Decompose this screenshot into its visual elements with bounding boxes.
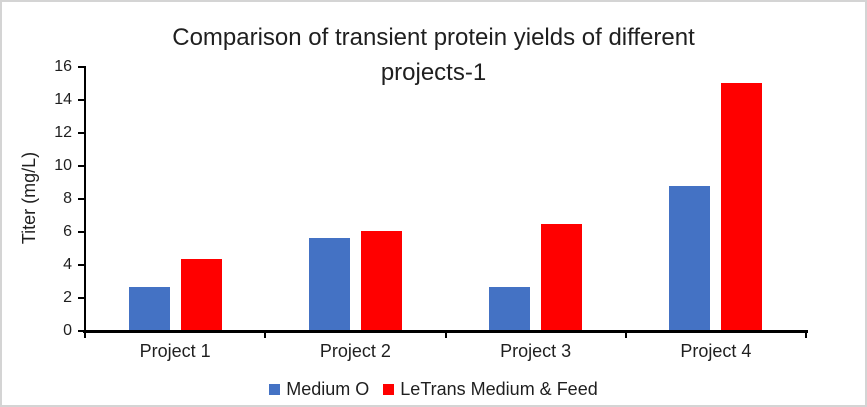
legend-item-medium-o: Medium O bbox=[269, 378, 369, 400]
y-tick-label: 2 bbox=[63, 289, 72, 306]
x-tick-mark bbox=[84, 333, 86, 338]
y-tick-label: 0 bbox=[63, 322, 72, 339]
y-tick-mark bbox=[78, 330, 85, 332]
x-tick-mark bbox=[264, 333, 267, 338]
y-tick-mark bbox=[78, 165, 85, 167]
y-tick-label: 14 bbox=[54, 91, 72, 108]
y-tick-label: 12 bbox=[54, 124, 72, 141]
medium-o-bar-project-4 bbox=[669, 186, 711, 330]
legend: Medium O LeTrans Medium & Feed bbox=[2, 376, 865, 402]
y-tick-mark bbox=[78, 66, 85, 68]
legend-item-letrans-medium-feed: LeTrans Medium & Feed bbox=[383, 378, 598, 400]
medium-o-bar-project-2 bbox=[308, 237, 350, 330]
legend-swatch-letrans-medium-feed bbox=[383, 383, 395, 395]
y-tick-mark bbox=[78, 297, 85, 299]
y-tick-mark bbox=[78, 198, 85, 200]
y-tick-mark bbox=[78, 99, 85, 101]
y-tick-label: 4 bbox=[63, 256, 72, 273]
legend-label-medium-o: Medium O bbox=[286, 379, 370, 399]
x-axis-line bbox=[83, 330, 808, 333]
x-axis-label-project-1: Project 1 bbox=[139, 341, 211, 361]
letrans-medium-feed-bar-project-2 bbox=[360, 231, 402, 330]
y-tick-mark bbox=[78, 264, 85, 266]
medium-o-bar-project-1 bbox=[128, 287, 170, 330]
y-tick-mark bbox=[78, 231, 85, 233]
chart-title-line-1: Comparison of transient protein yields o… bbox=[172, 24, 695, 51]
medium-o-bar-project-3 bbox=[489, 287, 531, 330]
legend-label-letrans-medium-feed: LeTrans Medium & Feed bbox=[400, 379, 598, 399]
x-axis-label-project-2: Project 2 bbox=[319, 341, 391, 361]
x-tick-mark bbox=[624, 333, 627, 338]
y-tick-label: 10 bbox=[54, 157, 72, 174]
x-axis-label-project-4: Project 4 bbox=[680, 341, 752, 361]
x-tick-mark bbox=[444, 333, 447, 338]
letrans-medium-feed-bar-project-3 bbox=[541, 224, 583, 330]
y-tick-label: 8 bbox=[63, 190, 72, 207]
x-axis-label-project-3: Project 3 bbox=[500, 341, 572, 361]
y-tick-mark bbox=[78, 132, 85, 134]
chart-title: Comparison of transient protein yields o… bbox=[2, 20, 865, 90]
y-axis-line bbox=[84, 66, 86, 333]
y-tick-label: 6 bbox=[63, 223, 72, 240]
letrans-medium-feed-bar-project-4 bbox=[721, 82, 763, 330]
x-tick-mark bbox=[805, 333, 807, 338]
letrans-medium-feed-bar-project-1 bbox=[180, 259, 222, 330]
y-tick-label: 16 bbox=[54, 58, 72, 75]
legend-swatch-medium-o bbox=[269, 383, 281, 395]
chart-title-line-2: projects-1 bbox=[380, 59, 487, 86]
